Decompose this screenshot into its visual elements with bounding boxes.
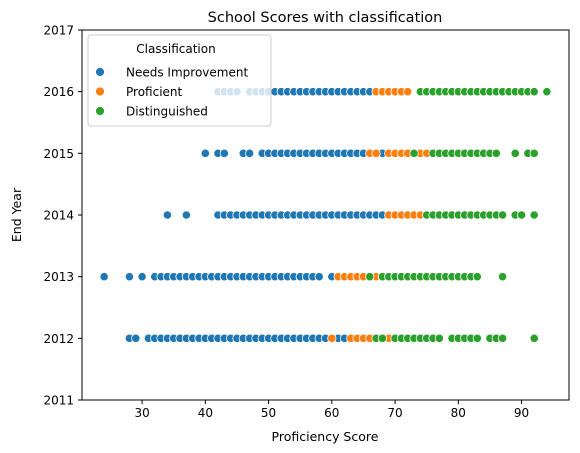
legend-label: Needs Improvement — [126, 66, 248, 80]
data-point-distinguished — [491, 148, 501, 158]
data-point-needs-improvement — [245, 148, 255, 158]
legend-label: Proficient — [126, 85, 183, 99]
x-tick-label: 40 — [198, 406, 213, 420]
data-point-distinguished — [529, 87, 539, 97]
legend-entries: Needs Improvement Proficient Distinguished — [95, 66, 248, 119]
x-tick-label: 80 — [451, 406, 466, 420]
data-point-distinguished — [472, 333, 482, 343]
legend: Classification Needs Improvement Proficie… — [87, 34, 272, 127]
data-point-needs-improvement — [99, 272, 109, 282]
legend-title: Classification — [136, 42, 215, 56]
data-point-needs-improvement — [181, 210, 191, 220]
data-point-distinguished — [377, 333, 388, 343]
data-point-distinguished — [542, 87, 552, 97]
data-point-distinguished — [472, 272, 482, 282]
y-axis: 2011 2012 2013 2014 2015 2016 2017 — [43, 24, 82, 408]
x-tick-label: 30 — [134, 406, 149, 420]
data-point-needs-improvement — [200, 148, 210, 158]
data-point-distinguished — [497, 210, 508, 220]
y-tick-label: 2015 — [43, 147, 74, 161]
data-point-distinguished — [529, 210, 539, 220]
legend-box — [87, 34, 272, 127]
legend-label: Distinguished — [126, 105, 208, 119]
data-point-proficient — [371, 148, 381, 158]
data-point-distinguished — [365, 272, 375, 282]
data-point-proficient — [403, 87, 413, 97]
y-tick-label: 2014 — [43, 209, 74, 223]
x-tick-label: 50 — [261, 406, 276, 420]
y-tick-label: 2016 — [43, 85, 74, 99]
data-point-distinguished — [516, 210, 527, 220]
legend-marker — [95, 106, 105, 116]
data-point-distinguished — [409, 148, 419, 158]
data-point-needs-improvement — [131, 333, 141, 343]
data-point-needs-improvement — [219, 148, 229, 158]
data-point-needs-improvement — [124, 272, 135, 282]
data-point-proficient — [327, 333, 337, 343]
y-axis-label: End Year — [9, 187, 24, 242]
x-axis: 30 40 50 60 70 80 90 — [134, 400, 529, 420]
x-tick-label: 60 — [324, 406, 339, 420]
points-layer — [99, 87, 552, 343]
x-tick-label: 90 — [514, 406, 529, 420]
legend-marker — [95, 67, 105, 77]
y-tick-label: 2013 — [43, 270, 74, 284]
x-tick-label: 70 — [387, 406, 402, 420]
y-tick-label: 2011 — [43, 394, 74, 408]
chart-title: School Scores with classification — [208, 10, 443, 26]
legend-marker — [95, 86, 105, 97]
data-point-distinguished — [497, 272, 508, 282]
x-axis-label: Proficiency Score — [272, 429, 379, 444]
data-point-distinguished — [529, 333, 539, 343]
y-tick-label: 2012 — [43, 332, 74, 346]
data-point-needs-improvement — [314, 272, 324, 282]
data-point-distinguished — [510, 148, 520, 158]
data-point-distinguished — [434, 333, 444, 343]
data-point-distinguished — [497, 333, 508, 343]
data-point-needs-improvement — [162, 210, 172, 220]
data-point-distinguished — [529, 148, 539, 158]
data-point-needs-improvement — [137, 272, 147, 282]
y-tick-label: 2017 — [43, 24, 74, 38]
